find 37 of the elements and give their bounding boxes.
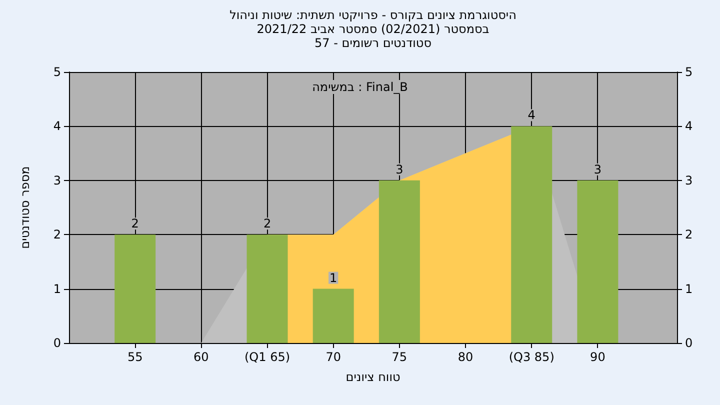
y2-tick-label: 5	[685, 65, 693, 79]
y-tick-label: 0	[53, 336, 61, 350]
data-label: 2	[131, 216, 139, 231]
annotation: במשימה : Final_B	[312, 80, 408, 94]
y2-tick-label: 2	[685, 228, 693, 242]
x-tick-label: 90	[590, 350, 606, 364]
x-tick-label: (Q1 65)	[244, 350, 290, 364]
y-tick-label: 5	[53, 65, 61, 79]
chart-subtitle: בסמסטר (02/2021) סמסטר אביב 2021/22 סטודנטים רשומים - 57	[256, 22, 490, 50]
y2-tick-label: 0	[685, 336, 693, 350]
x-tick-label: 75	[392, 350, 408, 364]
chart-title: היסטוגרמת ציונים בקורס - פרויקטי תשתית: שיטות וניהול	[228, 8, 518, 22]
x-axis-title: טווח ציונים	[346, 370, 400, 384]
y-axis-title: מספר סטודנטים	[18, 166, 32, 249]
bar	[312, 288, 354, 343]
y-tick-label: 3	[53, 173, 61, 188]
data-label: 3	[594, 162, 602, 176]
x-tick-label: 55	[127, 350, 143, 364]
y-tick-label: 4	[53, 119, 61, 134]
y-tick-label: 2	[53, 228, 61, 242]
x-tick-label: 60	[194, 350, 209, 364]
x-tick-label: 70	[326, 350, 341, 364]
data-label: 1	[330, 270, 338, 285]
bar	[246, 234, 288, 343]
y-tick-label: 1	[53, 282, 61, 296]
bar	[378, 180, 420, 343]
x-tick-label: (Q3 85)	[508, 350, 554, 364]
bar	[577, 180, 618, 343]
bar	[114, 234, 156, 343]
bar	[511, 126, 552, 343]
y2-tick-label: 1	[685, 282, 693, 296]
y2-tick-label: 3	[685, 173, 693, 188]
data-label: 4	[528, 108, 536, 122]
data-label: 3	[396, 162, 404, 176]
y2-tick-label: 4	[685, 119, 693, 134]
data-label: 2	[263, 216, 272, 231]
x-tick-label: 80	[458, 350, 474, 364]
